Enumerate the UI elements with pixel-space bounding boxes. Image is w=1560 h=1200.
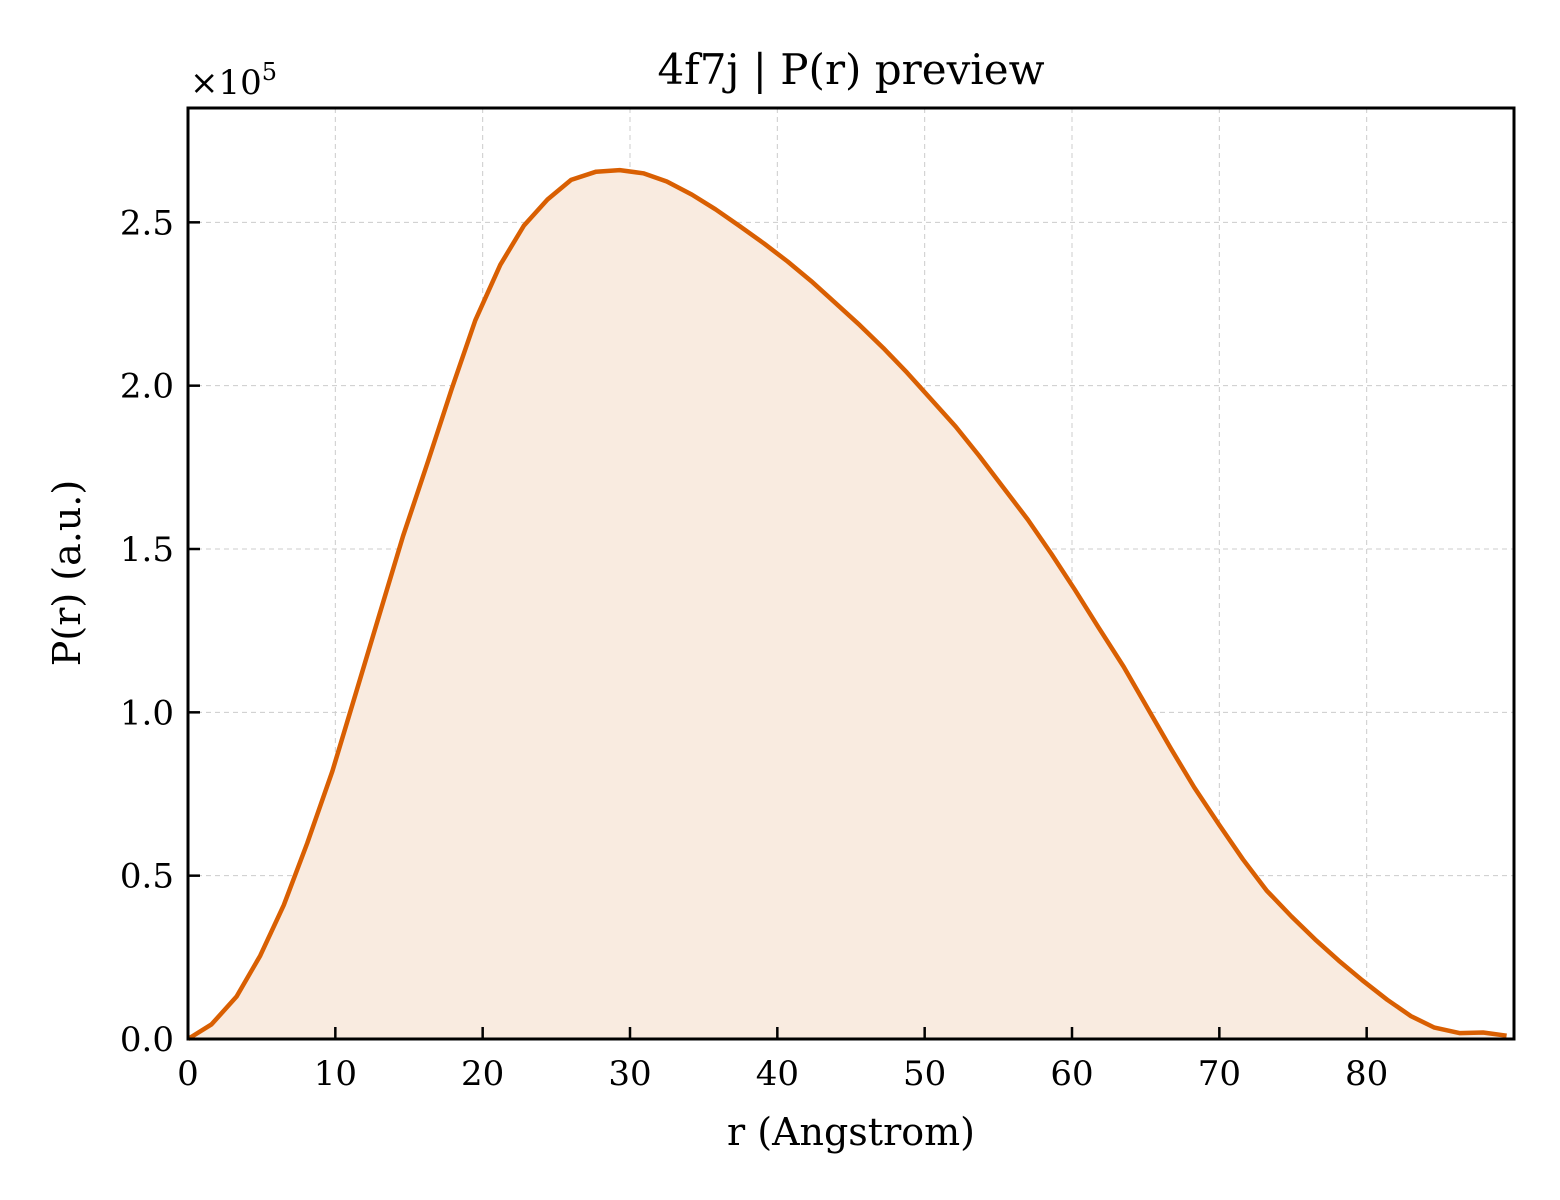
y-tick-label: 1.5 (120, 530, 174, 570)
series-line (186, 167, 1507, 1041)
x-tick-label: 30 (608, 1054, 651, 1094)
y-tick-label: 2.5 (120, 203, 174, 243)
y-tick-label: 0.0 (120, 1020, 174, 1060)
axis-ticks: 0 10 20 30 40 50 60 70 80 0.0 0.5 1.0 1.5 2.0 2.5 (120, 203, 1388, 1094)
y-offset-label: ×105 (190, 58, 277, 103)
y-offset-exponent: 5 (262, 58, 277, 86)
x-tick-label: 60 (1050, 1054, 1093, 1094)
y-tick-label: 0.5 (120, 857, 174, 897)
chart-title: 4f7j | P(r) preview (657, 45, 1044, 94)
y-tick-label: 2.0 (120, 367, 174, 407)
area-fill (188, 170, 1507, 1040)
plot-frame (186, 106, 1516, 1041)
x-tick-label: 50 (903, 1054, 946, 1094)
x-tick-label: 10 (314, 1054, 357, 1094)
x-tick-label: 40 (756, 1054, 799, 1094)
x-tick-label: 0 (177, 1054, 199, 1094)
x-tick-label: 80 (1345, 1054, 1388, 1094)
y-tick-label: 1.0 (120, 693, 174, 733)
x-tick-label: 70 (1198, 1054, 1241, 1094)
y-offset-base: ×10 (190, 63, 262, 103)
x-tick-label: 20 (461, 1054, 504, 1094)
y-axis-label: P(r) (a.u.) (45, 480, 89, 666)
x-axis-label: r (Angstrom) (727, 1110, 975, 1154)
